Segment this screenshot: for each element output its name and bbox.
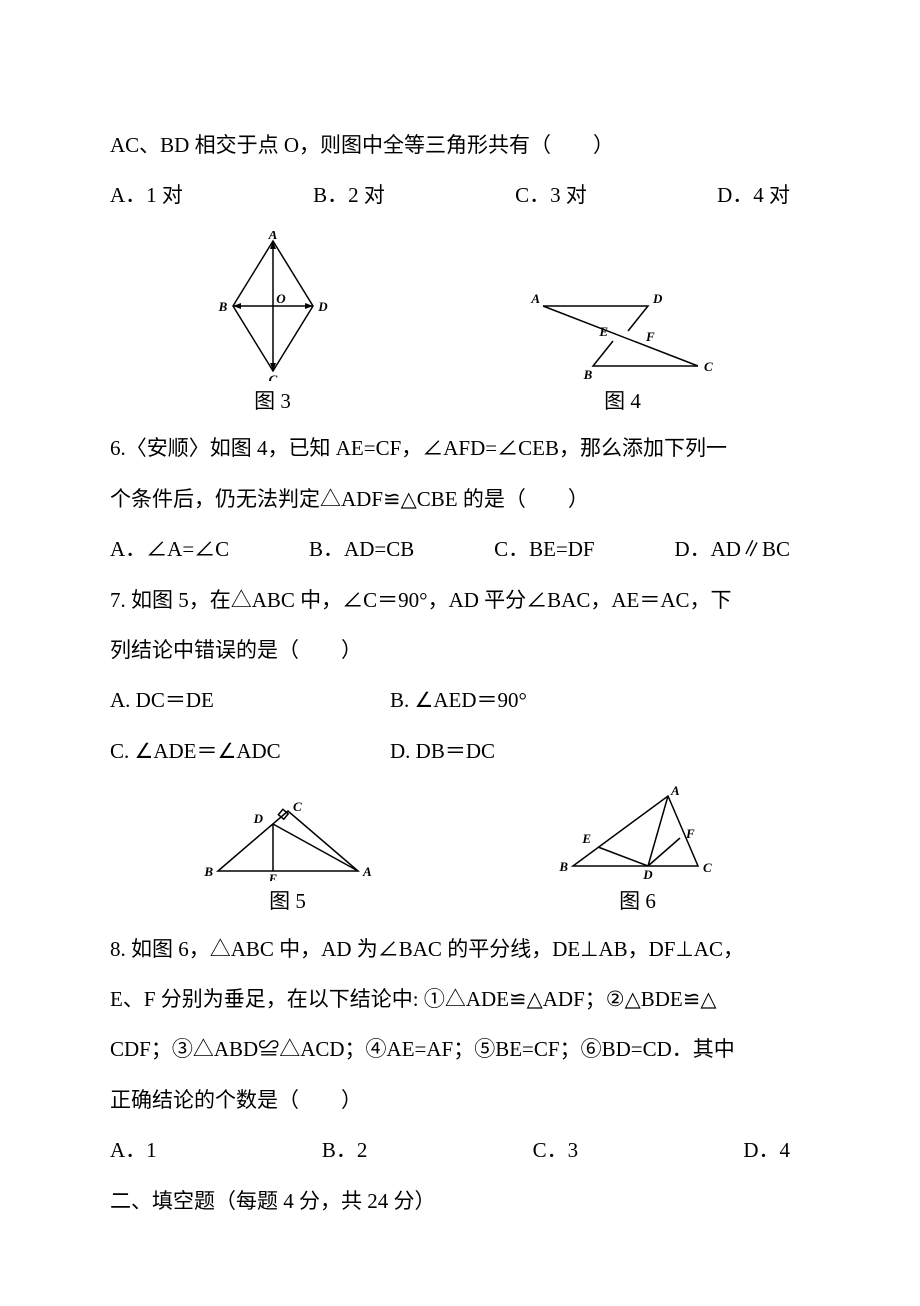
svg-text:C: C xyxy=(704,359,713,374)
fig3-caption: 图 3 xyxy=(203,385,343,419)
fig4-caption: 图 4 xyxy=(528,385,718,419)
svg-text:O: O xyxy=(276,291,286,306)
fig4-svg: A D E F B C xyxy=(528,291,718,381)
svg-text:F: F xyxy=(685,826,695,841)
q7-opt-c: C. ∠ADE＝∠ADC xyxy=(110,726,390,776)
svg-text:E: E xyxy=(267,871,277,881)
q7-opt-a: A. DC＝DE xyxy=(110,675,390,725)
fig-row-5-6: B C D E A 图 5 A B C D E F 图 6 xyxy=(110,786,810,919)
svg-text:D: D xyxy=(317,299,328,314)
q8-stem-2: E、F 分别为垂足，在以下结论中: ①△ADE≌△ADF；②△BDE≌△ xyxy=(110,974,810,1024)
svg-text:D: D xyxy=(642,867,653,881)
q8-opt-a: A．1 xyxy=(110,1125,157,1175)
q6-opt-a: A．∠A=∠C xyxy=(110,524,229,574)
q5-stem-cont: AC、BD 相交于点 O，则图中全等三角形共有（ ） xyxy=(110,120,810,170)
q5-options: A．1 对 B．2 对 C．3 对 D．4 对 xyxy=(110,170,810,220)
svg-text:C: C xyxy=(293,801,302,814)
fig-row-3-4: A B C D O 图 3 A D E F B C 图 4 xyxy=(110,231,810,419)
svg-text:E: E xyxy=(581,831,591,846)
svg-text:C: C xyxy=(703,860,712,875)
fig4-cell: A D E F B C 图 4 xyxy=(528,291,718,419)
q8-stem-1: 8. 如图 6，△ABC 中，AD 为∠BAC 的平分线，DE⊥AB，DF⊥AC… xyxy=(110,924,810,974)
svg-text:B: B xyxy=(582,367,592,381)
svg-text:C: C xyxy=(268,372,277,381)
fig6-cell: A B C D E F 图 6 xyxy=(558,786,718,919)
q7-options-row1: A. DC＝DE B. ∠AED＝90° xyxy=(110,675,810,725)
q6-opt-d: D．AD∥BC xyxy=(674,524,790,574)
svg-text:B: B xyxy=(203,864,213,879)
fig6-caption: 图 6 xyxy=(558,885,718,919)
q8-stem-4: 正确结论的个数是（ ） xyxy=(110,1075,810,1125)
q6-options: A．∠A=∠C B．AD=CB C．BE=DF D．AD∥BC xyxy=(110,524,810,574)
q7-options-row2: C. ∠ADE＝∠ADC D. DB＝DC xyxy=(110,726,810,776)
q8-stem-3: CDF；③△ABD≌△ACD；④AE=AF；⑤BE=CF；⑥BD=CD．其中 xyxy=(110,1024,810,1074)
q8-opt-b: B．2 xyxy=(322,1125,368,1175)
q8-options: A．1 B．2 C．3 D．4 xyxy=(110,1125,810,1175)
svg-text:A: A xyxy=(362,864,372,879)
svg-text:D: D xyxy=(252,811,263,826)
fig3-cell: A B C D O 图 3 xyxy=(203,231,343,419)
q6-stem-2: 个条件后，仍无法判定△ADF≌△CBE 的是（ ） xyxy=(110,474,810,524)
q7-stem-1: 7. 如图 5，在△ABC 中，∠C＝90°，AD 平分∠BAC，AE＝AC，下 xyxy=(110,575,810,625)
svg-text:B: B xyxy=(558,859,568,874)
fig5-caption: 图 5 xyxy=(203,885,373,919)
svg-text:E: E xyxy=(598,324,608,339)
svg-text:A: A xyxy=(670,786,680,798)
q8-opt-c: C．3 xyxy=(533,1125,579,1175)
q5-opt-a: A．1 对 xyxy=(110,170,183,220)
fig5-cell: B C D E A 图 5 xyxy=(203,801,373,919)
svg-text:D: D xyxy=(652,291,663,306)
q7-opt-b: B. ∠AED＝90° xyxy=(390,675,527,725)
q7-opt-d: D. DB＝DC xyxy=(390,726,495,776)
q6-stem-1: 6.〈安顺〉如图 4，已知 AE=CF，∠AFD=∠CEB，那么添加下列一 xyxy=(110,423,810,473)
fig3-svg: A B C D O xyxy=(203,231,343,381)
q8-opt-d: D．4 xyxy=(743,1125,790,1175)
q6-opt-b: B．AD=CB xyxy=(309,524,414,574)
q7-stem-2: 列结论中错误的是（ ） xyxy=(110,625,810,675)
q5-opt-c: C．3 对 xyxy=(515,170,587,220)
q5-opt-b: B．2 对 xyxy=(313,170,385,220)
q6-opt-c: C．BE=DF xyxy=(494,524,595,574)
q5-opt-d: D．4 对 xyxy=(717,170,790,220)
svg-text:A: A xyxy=(267,231,277,242)
fig6-svg: A B C D E F xyxy=(558,786,718,881)
section2-title: 二、填空题（每题 4 分，共 24 分） xyxy=(110,1176,810,1226)
svg-text:F: F xyxy=(645,329,655,344)
svg-text:B: B xyxy=(217,299,227,314)
fig5-svg: B C D E A xyxy=(203,801,373,881)
svg-text:A: A xyxy=(530,291,540,306)
